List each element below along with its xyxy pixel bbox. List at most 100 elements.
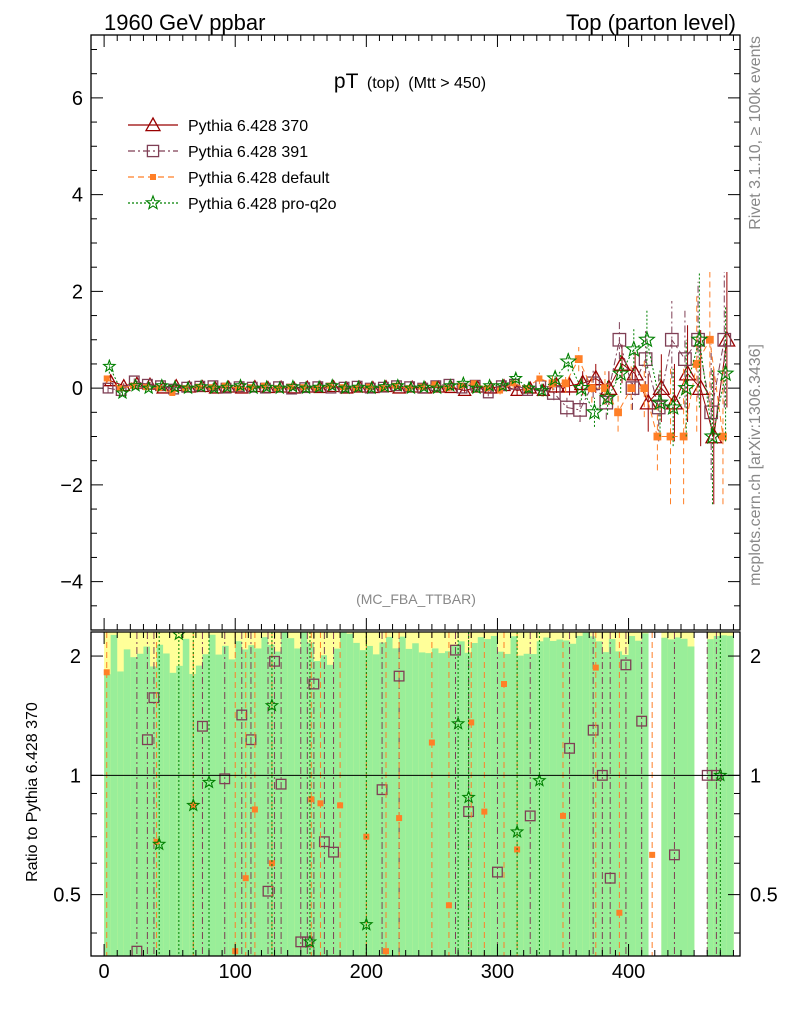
ratio-band-green (281, 632, 288, 956)
ratio-band-green (399, 636, 406, 956)
ratio-band-green (530, 654, 538, 956)
data-point (678, 352, 692, 366)
series-filled-square (103, 272, 727, 505)
data-point (601, 384, 609, 393)
ratio-band-green (418, 652, 426, 956)
mcplots-label: mcplots.cern.ch [arXiv:1306.3436] (747, 344, 764, 586)
data-point (692, 360, 701, 368)
ratio-point (264, 697, 280, 712)
ratio-band-green (359, 650, 367, 956)
ratio-point (592, 664, 599, 671)
ratio-band-green (405, 648, 413, 956)
ratio-band-green (150, 666, 157, 956)
data-point (418, 383, 425, 390)
ratio-band-green (209, 634, 216, 956)
ratio-point (587, 724, 599, 736)
data-point (470, 380, 477, 387)
ratio-band-green (169, 672, 177, 956)
x-tick-label: 200 (350, 961, 383, 983)
data-point (103, 375, 110, 382)
ratio-y-tick-label: 1 (70, 765, 81, 787)
data-point (651, 393, 669, 411)
ratio-point (620, 659, 632, 671)
legend-marker (146, 144, 160, 158)
y-tick-label: −4 (60, 572, 83, 594)
ratio-point (636, 715, 648, 727)
data-point (143, 384, 150, 391)
data-point (521, 380, 537, 395)
header-right: Top (parton level) (566, 10, 736, 35)
plot-title-sub: (top) (367, 75, 400, 92)
ratio-point (461, 789, 476, 804)
ratio-band-green (104, 674, 111, 956)
ratio-point (560, 812, 566, 819)
ratio-point (604, 872, 616, 884)
x-tick-label: 0 (99, 961, 110, 983)
data-point (285, 379, 301, 393)
data-point (640, 384, 649, 393)
ratio-band-green (504, 653, 511, 956)
ratio-band-green (366, 645, 374, 956)
main-frame (90, 34, 741, 631)
ratio-band-green (189, 673, 197, 956)
ratio-band-green (595, 641, 603, 956)
data-point (651, 400, 666, 415)
data-point (719, 432, 727, 441)
data-point (664, 398, 683, 416)
data-point (664, 332, 679, 347)
ratio-band-green (117, 671, 125, 956)
data-point (102, 382, 114, 394)
ratio-band-green (510, 636, 518, 956)
data-point (508, 370, 524, 385)
ratio-point (151, 836, 167, 851)
legend-label: Pythia 6.428 370 (188, 118, 308, 135)
ratio-point (509, 824, 525, 838)
ratio-band-green (589, 636, 597, 956)
axes: 0 100 200 300 400 −4 −2 0 2 4 6 0.5 0.5 1 1 2 2 (53, 34, 778, 983)
ratio-band-green (635, 640, 642, 956)
legend-marker (144, 116, 162, 132)
legend-marker (150, 174, 156, 180)
data-point (390, 378, 406, 392)
data-point (377, 379, 392, 393)
ratio-band-green (497, 651, 505, 956)
ratio-point (219, 773, 231, 785)
ratio-band-green (608, 639, 616, 956)
ratio-band-green (464, 652, 472, 956)
ratio-band-green (425, 653, 433, 956)
series-line (108, 338, 727, 437)
ratio-point (242, 875, 249, 882)
ratio-point (481, 808, 488, 815)
plot-title-main: pT (334, 70, 359, 93)
ratio-band-green (195, 665, 203, 956)
ratio-band-green (340, 632, 347, 956)
legend-label: Pythia 6.428 pro-q2o (188, 196, 337, 213)
data-point (300, 384, 307, 391)
legend-entry: Pythia 6.428 default (128, 170, 330, 187)
ratio-y-tick-label: 0.5 (53, 885, 81, 907)
data-point (167, 379, 183, 394)
plot-title: pT (top) (Mtt > 450) (334, 70, 486, 93)
ratio-point (383, 948, 389, 955)
ratio-point (337, 802, 344, 809)
ratio-band-green (156, 644, 164, 956)
ratio-band-green (235, 641, 243, 956)
ratio-point (308, 678, 320, 690)
data-point (716, 364, 735, 382)
ratio-band-green (720, 635, 728, 956)
x-tick-label: 400 (612, 961, 645, 983)
data-point (598, 388, 617, 406)
ratio-band-green (353, 642, 361, 956)
x-tick-label: 100 (219, 961, 252, 983)
y-tick-label: −2 (60, 475, 83, 497)
ratio-band-green (458, 641, 465, 956)
data-point (469, 380, 484, 395)
data-point (272, 380, 288, 395)
ratio-band-green (294, 648, 302, 956)
data-point (259, 379, 274, 394)
ratio-band-green (484, 639, 492, 956)
data-point (614, 408, 622, 417)
ratio-band-green (438, 653, 446, 956)
data-point (653, 432, 662, 441)
ratio-point (251, 806, 258, 813)
